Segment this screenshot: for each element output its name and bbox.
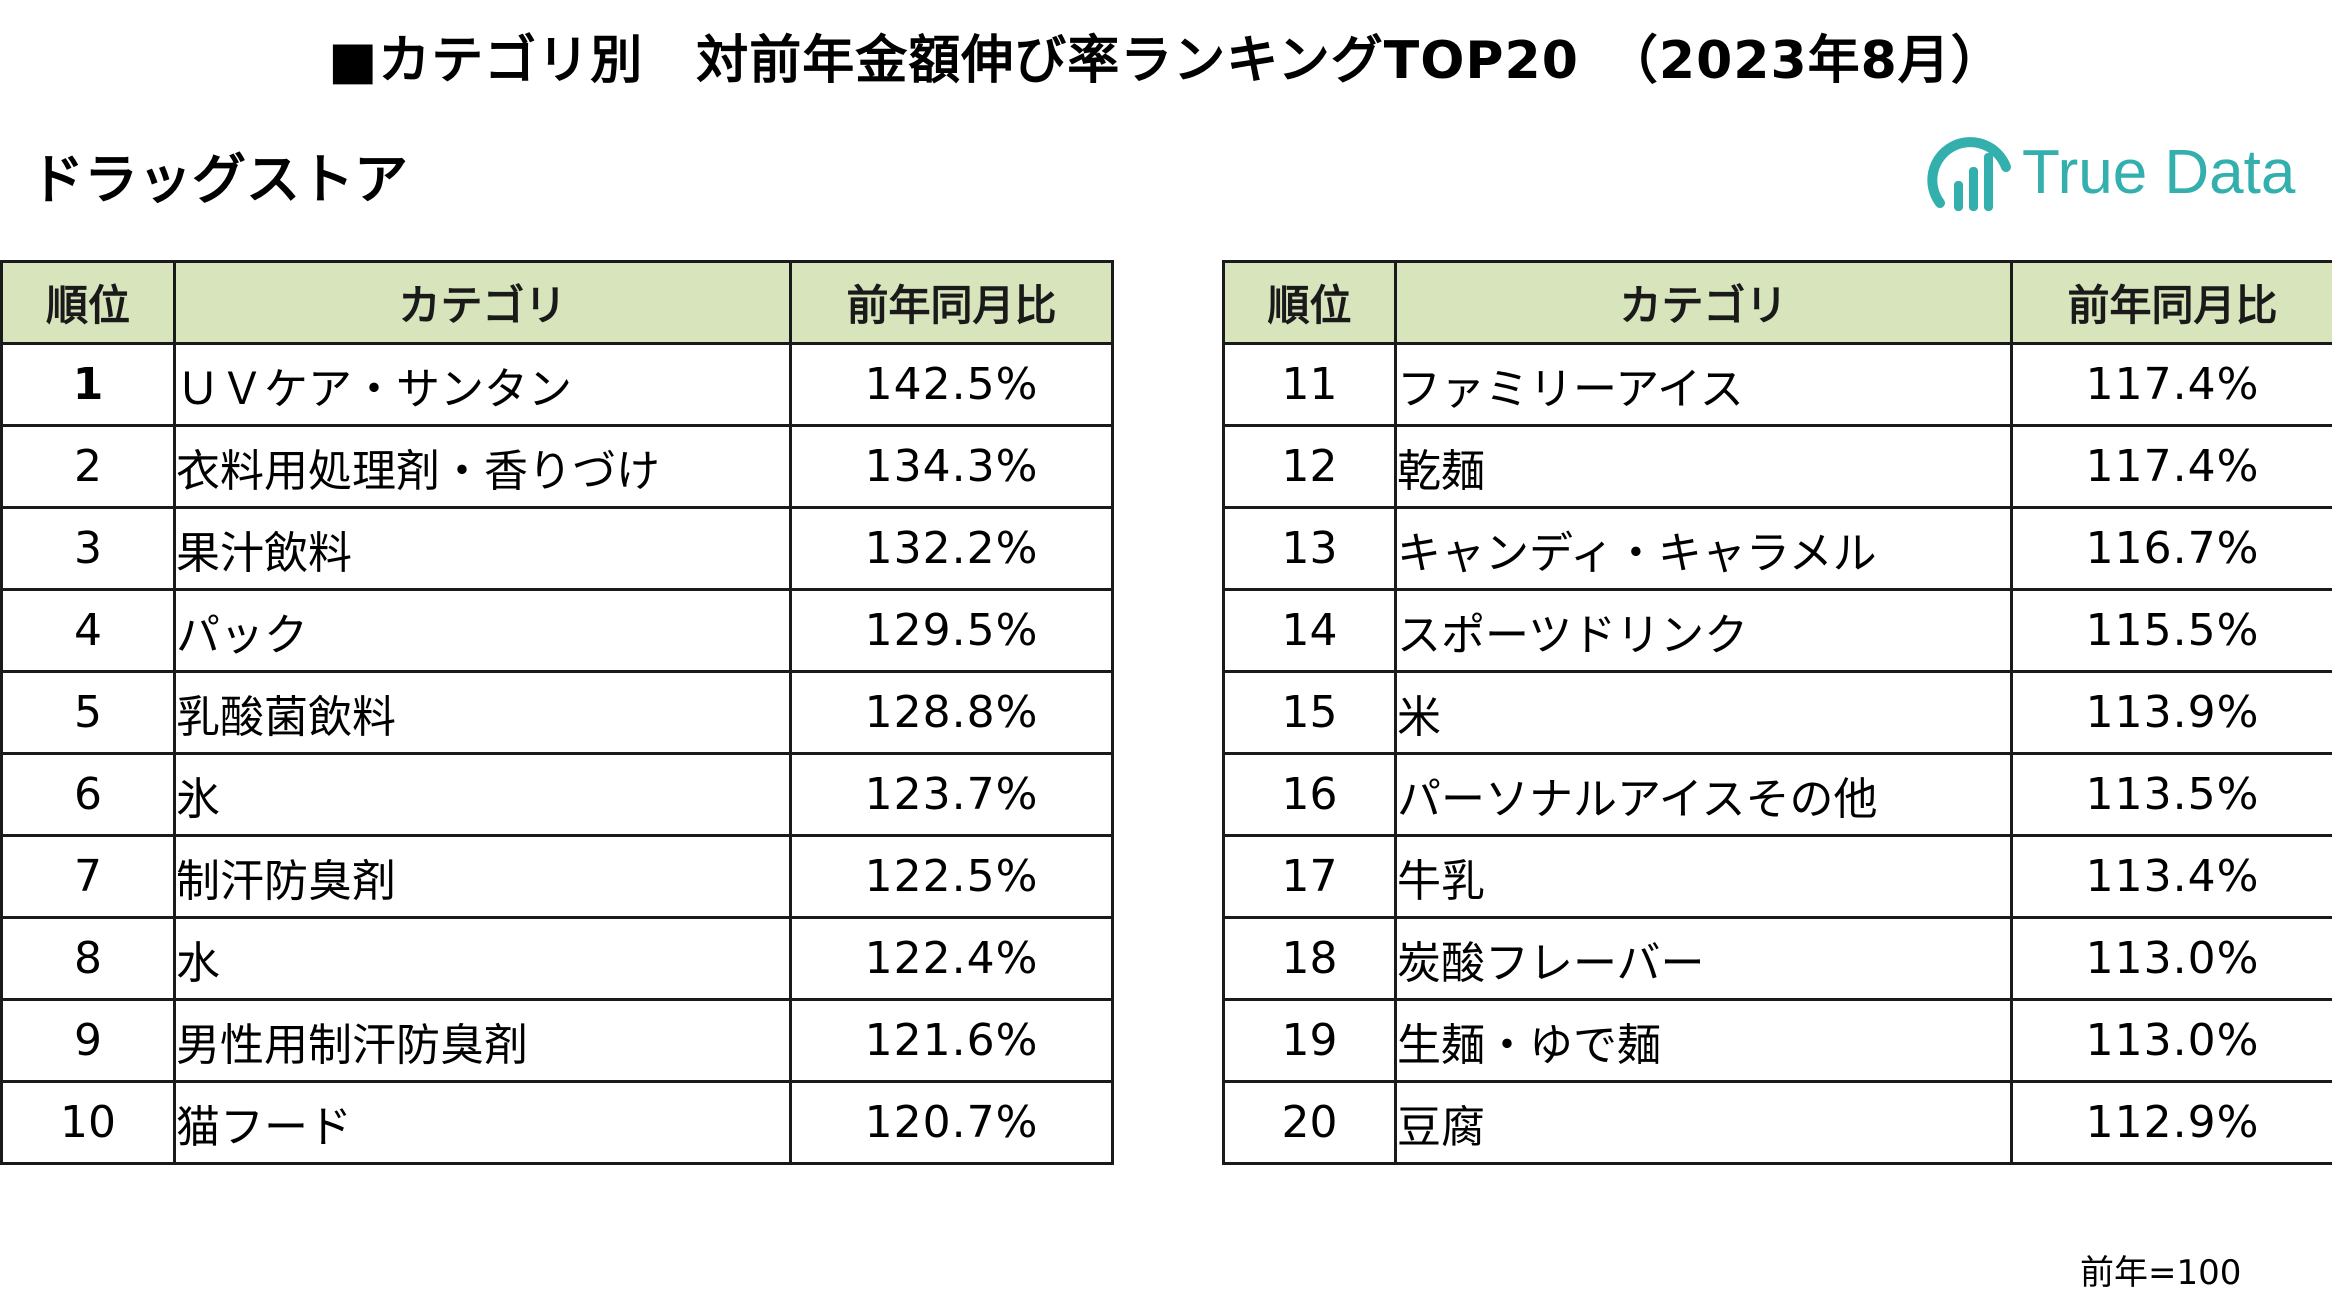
yoy-cell: 113.4% (2010, 834, 2332, 919)
table-row: 1 ＵＶケア・サンタン 142.5% (0, 342, 1114, 427)
table-row: 16 パーソナルアイスその他 113.5% (1222, 752, 2332, 837)
rank-cell: 7 (0, 834, 176, 919)
table-row: 18 炭酸フレーバー 113.0% (1222, 916, 2332, 1001)
yoy-cell: 123.7% (789, 752, 1114, 837)
header-yoy: 前年同月比 (789, 260, 1114, 345)
category-cell: 生麺・ゆで麺 (1394, 998, 2013, 1083)
yoy-cell: 134.3% (789, 424, 1114, 509)
rank-cell: 6 (0, 752, 176, 837)
table-row: 2 衣料用処理剤・香りづけ 134.3% (0, 424, 1114, 509)
table-row: 5 乳酸菌飲料 128.8% (0, 670, 1114, 755)
rank-cell: 4 (0, 588, 176, 673)
category-cell: 制汗防臭剤 (173, 834, 792, 919)
yoy-cell: 132.2% (789, 506, 1114, 591)
yoy-cell: 112.9% (2010, 1080, 2332, 1165)
rank-cell: 13 (1222, 506, 1397, 591)
rank-cell: 9 (0, 998, 176, 1083)
page-title: ■カテゴリ別 対前年金額伸び率ランキングTOP20 （2023年8月） (328, 31, 2004, 91)
yoy-cell: 113.0% (2010, 998, 2332, 1083)
yoy-cell: 117.4% (2010, 342, 2332, 427)
rank-cell: 19 (1222, 998, 1397, 1083)
yoy-cell: 113.5% (2010, 752, 2332, 837)
ranking-table-right: 順位 カテゴリ 前年同月比 11 ファミリーアイス 117.4% 12 乾麺 117.4%… (1222, 260, 2332, 1165)
category-cell: 豆腐 (1394, 1080, 2013, 1165)
yoy-cell: 115.5% (2010, 588, 2332, 673)
rank-cell: 16 (1222, 752, 1397, 837)
yoy-cell: 128.8% (789, 670, 1114, 755)
category-cell: パーソナルアイスその他 (1394, 752, 2013, 837)
rank-cell: 20 (1222, 1080, 1397, 1165)
rank-cell: 10 (0, 1080, 176, 1165)
category-cell: ファミリーアイス (1394, 342, 2013, 427)
category-cell: 炭酸フレーバー (1394, 916, 2013, 1001)
category-cell: 果汁飲料 (173, 506, 792, 591)
category-cell: 氷 (173, 752, 792, 837)
table-row: 20 豆腐 112.9% (1222, 1080, 2332, 1165)
header-rank: 順位 (0, 260, 176, 345)
category-cell: 男性用制汗防臭剤 (173, 998, 792, 1083)
table-row: 6 氷 123.7% (0, 752, 1114, 837)
category-cell: 牛乳 (1394, 834, 2013, 919)
category-cell: キャンディ・キャラメル (1394, 506, 2013, 591)
yoy-cell: 122.4% (789, 916, 1114, 1001)
header-category: カテゴリ (1394, 260, 2013, 345)
yoy-cell: 121.6% (789, 998, 1114, 1083)
yoy-cell: 142.5% (789, 342, 1114, 427)
table-row: 9 男性用制汗防臭剤 121.6% (0, 998, 1114, 1083)
rank-cell: 2 (0, 424, 176, 509)
table-row: 13 キャンディ・キャラメル 116.7% (1222, 506, 2332, 591)
table-row: 11 ファミリーアイス 117.4% (1222, 342, 2332, 427)
yoy-cell: 113.9% (2010, 670, 2332, 755)
rank-cell: 1 (0, 342, 176, 427)
category-cell: スポーツドリンク (1394, 588, 2013, 673)
table-row: 3 果汁飲料 132.2% (0, 506, 1114, 591)
table-header-row: 順位 カテゴリ 前年同月比 (0, 260, 1114, 345)
true-data-logo: True Data (1920, 125, 2310, 225)
table-row: 8 水 122.4% (0, 916, 1114, 1001)
rank-cell: 8 (0, 916, 176, 1001)
table-row: 19 生麺・ゆで麺 113.0% (1222, 998, 2332, 1083)
rank-cell: 12 (1222, 424, 1397, 509)
rank-cell: 15 (1222, 670, 1397, 755)
yoy-cell: 129.5% (789, 588, 1114, 673)
ranking-table-left: 順位 カテゴリ 前年同月比 1 ＵＶケア・サンタン 142.5% 2 衣料用処理剤・香り… (0, 260, 1114, 1165)
yoy-cell: 116.7% (2010, 506, 2332, 591)
header-category: カテゴリ (173, 260, 792, 345)
category-cell: 水 (173, 916, 792, 1001)
category-cell: 猫フード (173, 1080, 792, 1165)
yoy-cell: 120.7% (789, 1080, 1114, 1165)
category-cell: ＵＶケア・サンタン (173, 342, 792, 427)
footnote: 前年=100 (2080, 1253, 2242, 1293)
rank-cell: 3 (0, 506, 176, 591)
category-cell: 米 (1394, 670, 2013, 755)
yoy-cell: 122.5% (789, 834, 1114, 919)
header-rank: 順位 (1222, 260, 1397, 345)
yoy-cell: 117.4% (2010, 424, 2332, 509)
table-row: 7 制汗防臭剤 122.5% (0, 834, 1114, 919)
table-row: 4 パック 129.5% (0, 588, 1114, 673)
table-row: 17 牛乳 113.4% (1222, 834, 2332, 919)
rank-cell: 5 (0, 670, 176, 755)
table-row: 14 スポーツドリンク 115.5% (1222, 588, 2332, 673)
category-cell: パック (173, 588, 792, 673)
table-row: 12 乾麺 117.4% (1222, 424, 2332, 509)
table-row: 10 猫フード 120.7% (0, 1080, 1114, 1165)
header-yoy: 前年同月比 (2010, 260, 2332, 345)
rank-cell: 18 (1222, 916, 1397, 1001)
category-cell: 乾麺 (1394, 424, 2013, 509)
category-cell: 乳酸菌飲料 (173, 670, 792, 755)
logo-wordmark: True Data (2022, 138, 2296, 207)
category-cell: 衣料用処理剤・香りづけ (173, 424, 792, 509)
channel-subtitle: ドラッグストア (30, 148, 408, 211)
rank-cell: 11 (1222, 342, 1397, 427)
yoy-cell: 113.0% (2010, 916, 2332, 1001)
rank-cell: 17 (1222, 834, 1397, 919)
table-row: 15 米 113.9% (1222, 670, 2332, 755)
rank-cell: 14 (1222, 588, 1397, 673)
bar-chart-circle-icon (1927, 137, 2011, 211)
table-header-row: 順位 カテゴリ 前年同月比 (1222, 260, 2332, 345)
